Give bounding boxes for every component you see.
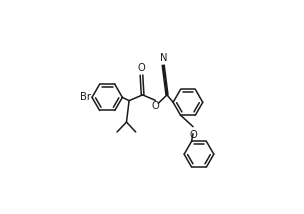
Text: O: O [138,63,145,73]
Text: N: N [160,53,168,63]
Text: O: O [152,101,159,111]
Text: O: O [189,130,197,140]
Text: Br: Br [80,92,91,102]
